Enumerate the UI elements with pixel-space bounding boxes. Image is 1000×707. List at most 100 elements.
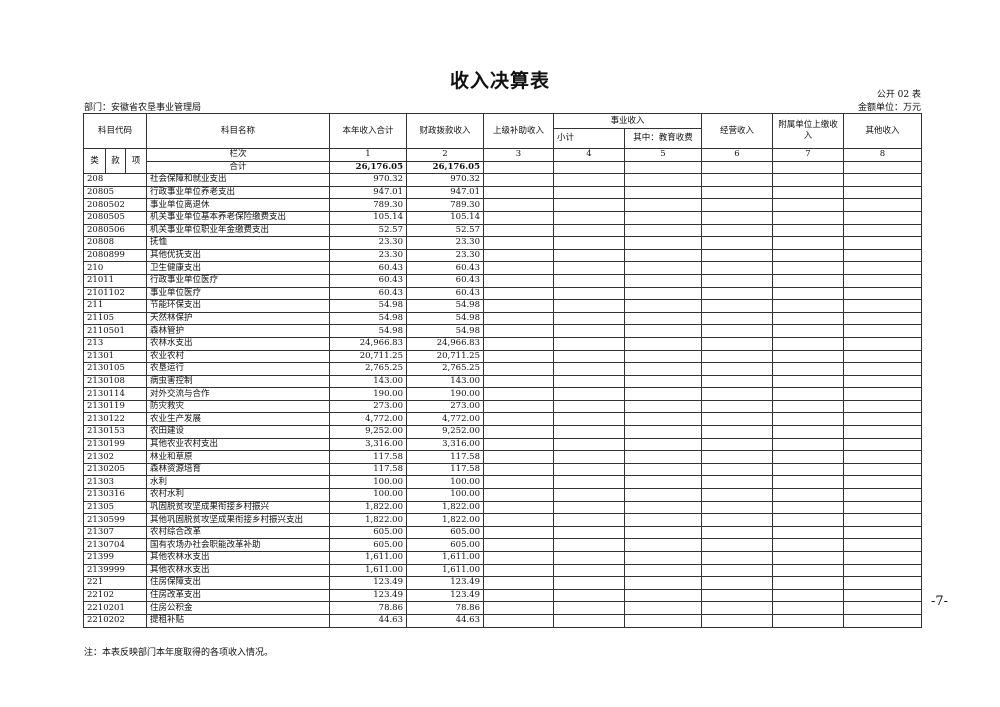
header-name: 科目名称 [146,113,330,149]
empty-cell [772,311,845,326]
empty-cell [701,538,774,552]
table-row: 21303 水利 100.00 100.00 [83,475,923,490]
row-name: 林业和草原 [146,450,330,464]
row-total: 117.58 [329,450,407,464]
empty-cell [701,299,774,313]
empty-cell [772,336,845,351]
row-fiscal: 105.14 [406,210,484,225]
row-name: 行政事业单位养老支出 [146,185,330,200]
row-fiscal: 605.00 [406,525,484,540]
row-name: 其他农业农村支出 [146,437,330,452]
empty-cell [772,513,845,527]
row-fiscal: 3,316.00 [406,437,484,452]
table-row: 2130199 其他农业农村支出 3,316.00 3,316.00 [83,437,923,452]
empty-cell [843,387,923,401]
table-row: 21302 林业和草原 117.58 117.58 [83,450,923,464]
empty-cell [843,160,923,175]
row-name: 农业生产发展 [146,412,330,427]
row-code: 21307 [83,525,147,540]
empty-cell [772,198,845,212]
table-row: 2101102 事业单位医疗 60.43 60.43 [83,286,923,301]
empty-cell [483,185,554,200]
empty-cell [772,588,845,603]
empty-cell [553,538,625,552]
row-code: 20805 [83,185,147,200]
empty-cell [483,588,554,603]
row-total: 190.00 [329,387,407,401]
header-superior: 上级补助收入 [483,113,554,149]
empty-cell [772,601,845,615]
row-name: 抚恤 [146,236,330,250]
header-other: 其他收入 [843,113,923,149]
empty-cell [701,236,774,250]
income-table: 科目代码 科目名称 本年收入合计 财政拨款收入 上级补助收入 事业收入 经营收入… [83,113,923,628]
page-title: 收入决算表 [449,70,550,92]
empty-cell [701,488,774,502]
empty-cell [843,198,923,212]
col-number: 1 [329,148,407,162]
amount-unit-label: 金额单位：万元 [857,103,921,113]
row-total: 60.43 [329,286,407,301]
empty-cell [623,185,703,200]
row-total: 52.57 [329,223,407,238]
row-code: 221 [83,576,147,590]
row-name: 农村综合改革 [146,525,330,540]
empty-cell [772,450,845,464]
empty-cell [483,236,554,250]
empty-cell [701,551,774,565]
row-code: 2130316 [83,488,147,502]
empty-cell [772,563,845,578]
row-fiscal: 1,822.00 [406,500,484,515]
header-column-order: 栏次 [146,148,330,162]
row-name: 巩固脱贫攻坚成果衔接乡村振兴 [146,500,330,515]
empty-cell [772,412,845,427]
empty-cell [483,538,554,552]
empty-cell [553,273,625,288]
empty-cell [623,437,703,452]
row-name: 防灾救灾 [146,399,330,414]
empty-cell [843,538,923,552]
row-total: 54.98 [329,324,407,338]
empty-cell [483,462,554,477]
empty-cell [772,437,845,452]
empty-cell [701,475,774,490]
empty-cell [843,286,923,301]
empty-cell [843,576,923,590]
row-code: 2130105 [83,362,147,376]
row-name: 节能环保支出 [146,299,330,313]
empty-cell [772,248,845,263]
table-row: 22102 住房改革支出 123.49 123.49 [83,588,923,603]
empty-cell [483,613,554,628]
table-row: 21301 农业农村 20,711.25 20,711.25 [83,349,923,364]
table-row: 2130153 农田建设 9,252.00 9,252.00 [83,425,923,439]
empty-cell [553,500,625,515]
row-total: 1,822.00 [329,513,407,527]
empty-cell [623,601,703,615]
row-code: 2139999 [83,563,147,578]
empty-cell [772,299,845,313]
table-row: 2130119 防灾救灾 273.00 273.00 [83,399,923,414]
empty-cell [843,588,923,603]
row-name: 森林管护 [146,324,330,338]
row-fiscal: 605.00 [406,538,484,552]
empty-cell [553,286,625,301]
empty-cell [483,576,554,590]
row-code: 2110501 [83,324,147,338]
row-total: 123.49 [329,576,407,590]
empty-cell [843,551,923,565]
row-total: 2,765.25 [329,362,407,376]
row-code: 2130108 [83,374,147,389]
page-number: -7- [931,594,949,609]
empty-cell [483,551,554,565]
row-name: 其他农林水支出 [146,551,330,565]
empty-cell [843,273,923,288]
table-row: 2210202 提租补贴 44.63 44.63 [83,613,923,628]
row-name: 卫生健康支出 [146,261,330,275]
row-total: 3,316.00 [329,437,407,452]
col-number: 3 [483,148,554,162]
row-fiscal: 117.58 [406,450,484,464]
empty-cell [553,412,625,427]
empty-cell [623,462,703,477]
row-fiscal: 100.00 [406,488,484,502]
empty-cell [553,311,625,326]
